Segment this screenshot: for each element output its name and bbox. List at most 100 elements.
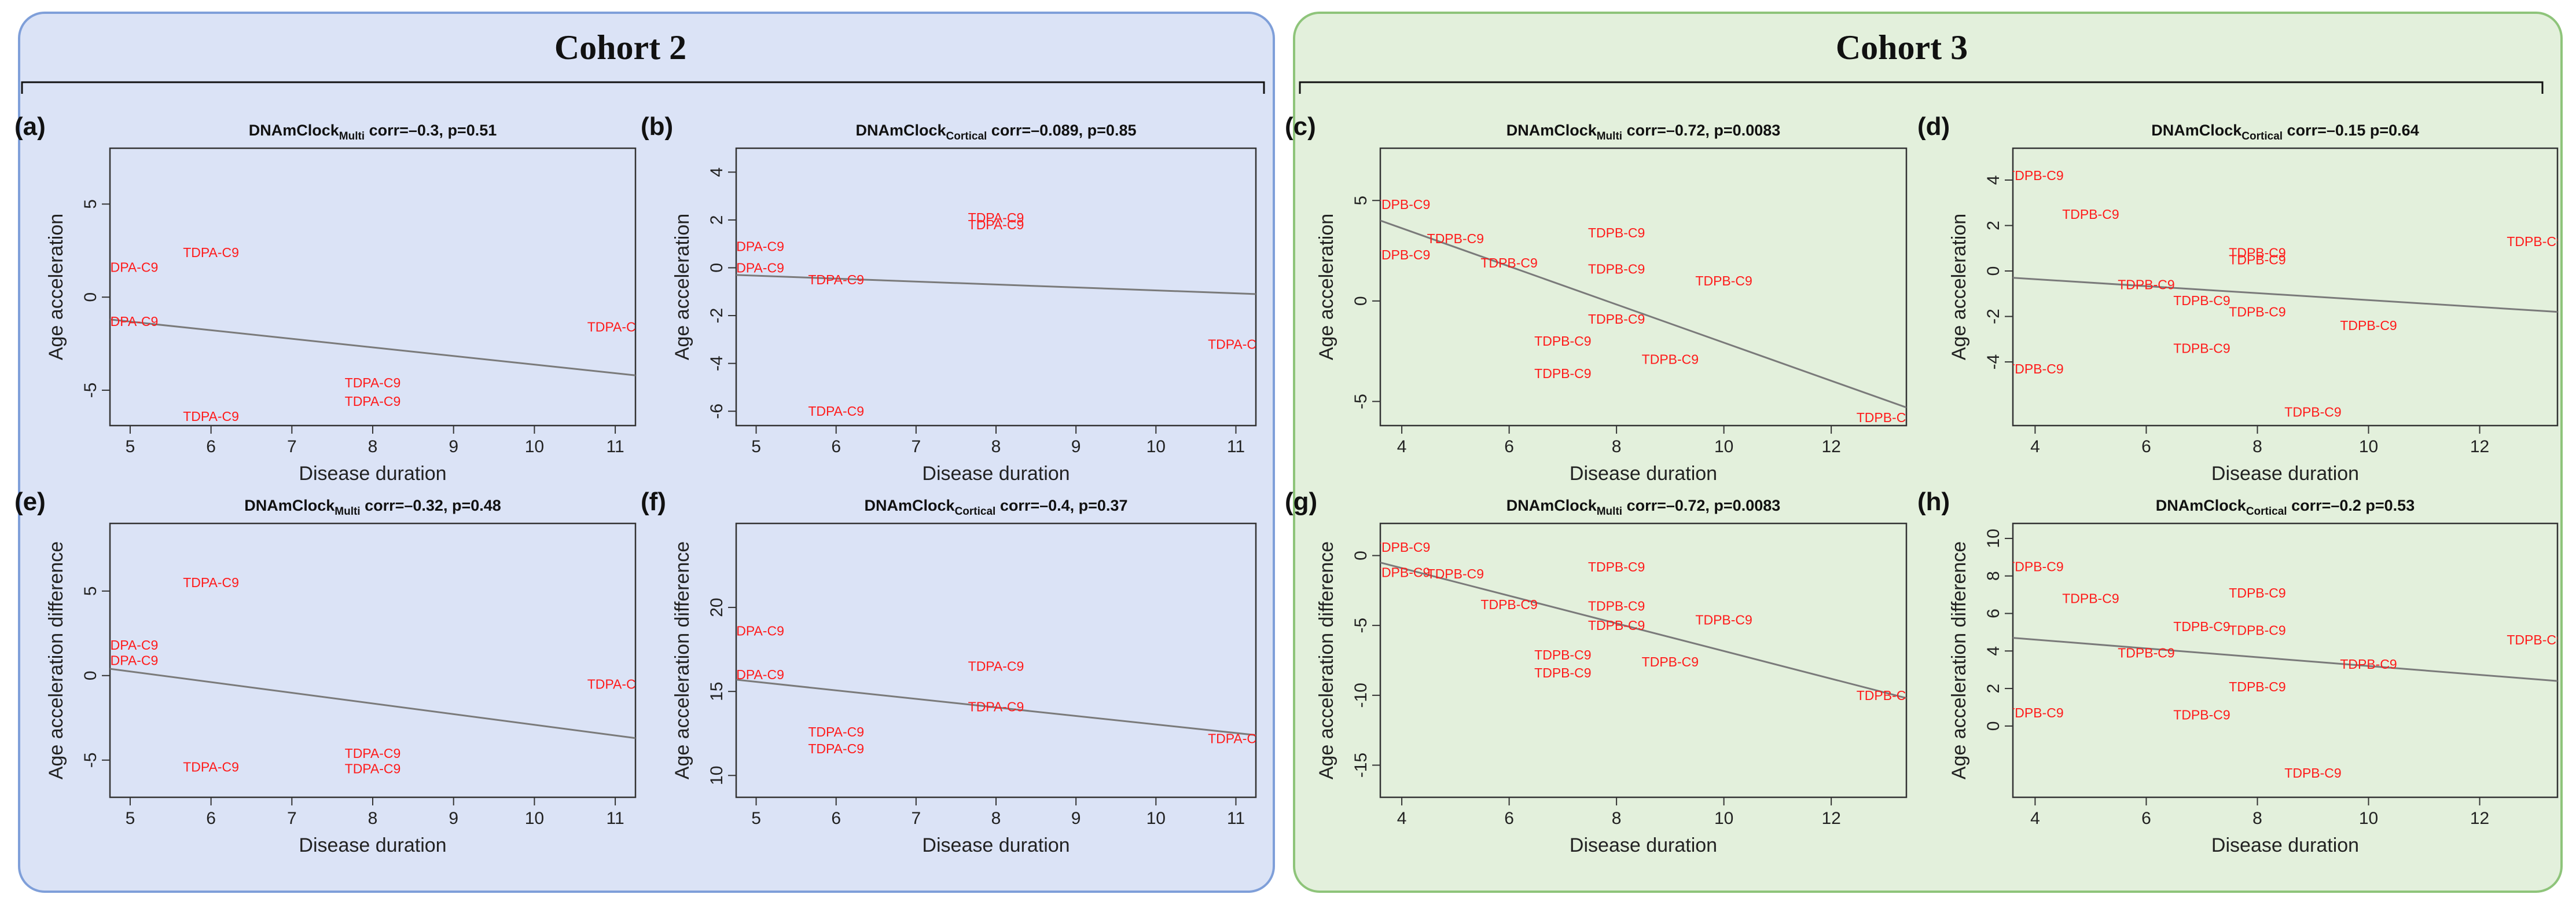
cohort-2-title: Cohort 2: [554, 28, 686, 67]
x-tick-label: 10: [1146, 437, 1166, 456]
plot-title: DNAmClockCortical corr=–0.089, p=0.85: [856, 122, 1137, 142]
y-tick-label: 0: [1984, 266, 2003, 276]
panel-letter: (c): [1285, 112, 1316, 141]
data-point-label: TDPB-C9: [1373, 197, 1430, 212]
data-point-label: TDPA-C9: [968, 217, 1024, 232]
data-point-label: TDPA-C9: [808, 741, 864, 756]
y-tick-label: -5: [81, 752, 100, 768]
panel-d: (d) DNAmClockCortical corr=–0.15 p=0.64 4 6…: [1917, 112, 2563, 485]
data-point-label: TDPA-C9: [808, 272, 864, 287]
data-point-label: TDPB-C9: [1427, 231, 1484, 246]
y-axis-label: Age acceleration difference: [45, 541, 67, 779]
data-point-label: TDPA-C9: [587, 676, 644, 691]
data-point-label: TDPA-C9: [728, 260, 784, 275]
y-axis-label: Age acceleration: [45, 214, 67, 360]
y-tick-label: 0: [81, 670, 100, 680]
panel-f: (f) DNAmClockCortical corr=–0.4, p=0.37 5 6…: [641, 488, 1257, 856]
x-tick-label: 9: [449, 809, 458, 828]
data-point-label: TDPB-C9: [2229, 305, 2285, 320]
x-tick-label: 12: [2470, 809, 2489, 828]
data-point-label: TDPB-C9: [2229, 623, 2285, 638]
data-point-label: TDPB-C9: [1373, 247, 1430, 262]
data-point-label: TDPB-C9: [2229, 679, 2285, 694]
panel-letter: (d): [1917, 112, 1950, 141]
data-point-label: TDPA-C9: [183, 759, 239, 774]
x-tick-label: 10: [525, 809, 544, 828]
data-point-label: TDPB-C9: [1695, 273, 1752, 288]
y-tick-label: -4: [707, 356, 726, 371]
regression-line: [110, 668, 635, 739]
panel-letter: (b): [641, 112, 673, 141]
data-point-label: TDPB-C9: [1480, 597, 1537, 612]
x-tick-label: 12: [2470, 437, 2489, 456]
x-axis-label: Disease duration: [2211, 463, 2359, 485]
data-point-label: TDPB-C9: [2229, 585, 2285, 600]
y-tick-label: 10: [1984, 529, 2003, 548]
plot-title: DNAmClockCortical corr=–0.15 p=0.64: [2151, 122, 2419, 142]
panel-letter: (g): [1285, 488, 1317, 516]
data-point-label: TDPB-C9: [2340, 657, 2397, 672]
y-tick-label: -5: [81, 383, 100, 398]
data-point-label: TDPA-C9: [728, 624, 784, 639]
panel-letter: (h): [1917, 488, 1950, 516]
y-axis-label: Age acceleration: [671, 214, 693, 360]
y-tick-label: 0: [81, 292, 100, 302]
x-axis-label: Disease duration: [2211, 834, 2359, 856]
data-point-label: TDPB-C9: [2507, 234, 2563, 249]
x-tick-label: 7: [287, 809, 297, 828]
y-axis-label: Age acceleration: [1948, 214, 1970, 360]
y-tick-label: -5: [1351, 394, 1370, 409]
x-axis-label: Disease duration: [299, 834, 446, 856]
x-tick-label: 4: [1397, 437, 1407, 456]
plot-frame: [1379, 147, 1908, 427]
cohort-3-title: Cohort 3: [1836, 28, 1968, 67]
data-point-label: TDPB-C9: [1534, 366, 1591, 381]
y-tick-label: -4: [1984, 354, 2003, 370]
data-point-label: TDPB-C9: [1695, 613, 1752, 628]
y-tick-label: 0: [1351, 296, 1370, 306]
x-tick-label: 6: [831, 437, 841, 456]
data-point-label: TDPB-C9: [1373, 565, 1430, 580]
y-tick-label: 4: [1984, 175, 2003, 185]
data-point-label: TDPB-C9: [2007, 361, 2063, 376]
x-axis-label: Disease duration: [922, 463, 1070, 485]
data-point-label: TDPB-C9: [1480, 255, 1537, 270]
data-point-label: TDPA-C9: [968, 210, 1024, 225]
y-tick-label: 5: [81, 199, 100, 209]
cohort-3-background: [1293, 12, 2563, 893]
data-point-label: TDPA-C9: [102, 653, 159, 668]
panel-g: (g) DNAmClockMulti corr=–0.72, p=0.0083 4 6…: [1285, 488, 1908, 856]
regression-line: [2013, 277, 2557, 313]
y-tick-label: -6: [707, 404, 726, 419]
plot-title: DNAmClockMulti corr=–0.32, p=0.48: [244, 497, 501, 518]
panel-c: (c) DNAmClockMulti corr=–0.72, p=0.0083 4 6…: [1285, 112, 1908, 485]
regression-line: [736, 679, 1256, 737]
y-axis-label: Age acceleration difference: [1315, 541, 1337, 779]
y-tick-label: -2: [707, 308, 726, 324]
plot-title: DNAmClockMulti corr=–0.3, p=0.51: [249, 122, 497, 142]
regression-line: [2013, 637, 2557, 682]
regression-line: [110, 318, 635, 376]
data-point-label: TDPA-C9: [183, 409, 239, 424]
x-tick-label: 11: [1227, 809, 1245, 828]
y-axis-label: Age acceleration: [1315, 214, 1337, 360]
x-tick-label: 7: [912, 809, 921, 828]
data-point-label: TDPB-C9: [2173, 619, 2230, 634]
data-point-label: TDPB-C9: [1588, 598, 1645, 613]
y-tick-label: 5: [1351, 196, 1370, 206]
data-point-label: TDPB-C9: [1642, 351, 1699, 367]
data-point-label: TDPA-C9: [345, 394, 401, 409]
data-point-label: TDPA-C9: [808, 724, 864, 739]
y-tick-label: 20: [707, 598, 726, 617]
data-point-label: TDPA-C9: [345, 375, 401, 390]
x-tick-label: 11: [606, 437, 624, 456]
plot-frame: [1379, 522, 1908, 798]
data-point-label: TDPB-C9: [1534, 665, 1591, 680]
y-axis-label: Age acceleration difference: [1948, 541, 1970, 779]
data-point-label: TDPB-C9: [2007, 705, 2063, 720]
y-tick-label: 2: [707, 215, 726, 225]
x-tick-label: 12: [1821, 809, 1840, 828]
x-tick-label: 10: [2359, 437, 2378, 456]
data-point-label: TDPA-C9: [183, 575, 239, 590]
data-point-label: TDPB-C9: [2284, 765, 2341, 781]
